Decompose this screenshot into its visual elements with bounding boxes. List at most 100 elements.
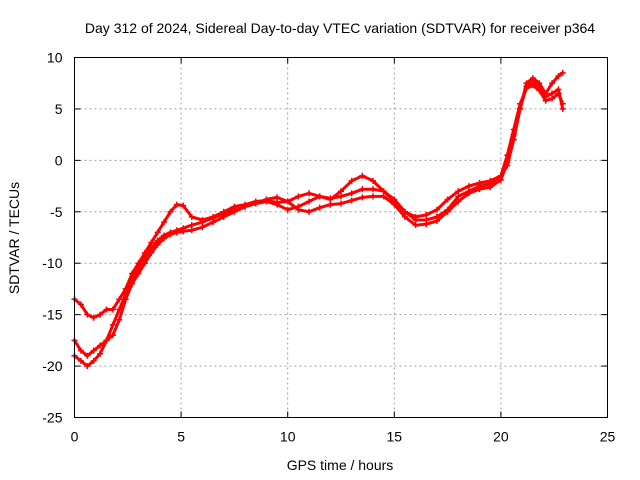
data-point-marker	[97, 342, 104, 349]
data-point-marker	[199, 224, 206, 231]
y-tick-label: 10	[47, 50, 63, 66]
data-point-marker	[252, 200, 259, 207]
data-point-marker	[549, 90, 556, 97]
data-point-marker	[77, 301, 84, 308]
data-point-marker	[487, 184, 494, 191]
data-point-marker	[559, 105, 566, 112]
data-point-marker	[327, 195, 334, 202]
data-point-marker	[180, 228, 187, 235]
data-point-marker	[338, 188, 344, 195]
data-point-marker	[116, 296, 123, 303]
data-point-marker	[455, 188, 462, 195]
data-point-marker	[555, 73, 562, 80]
series-line	[73, 83, 565, 358]
data-point-marker	[199, 219, 206, 226]
data-point-marker	[306, 190, 313, 197]
data-point-marker	[148, 249, 155, 256]
data-point-marker	[327, 201, 334, 208]
data-point-marker	[359, 194, 366, 201]
data-point-marker	[306, 208, 313, 215]
data-point-marker	[316, 193, 323, 200]
y-tick-label: 5	[55, 101, 63, 117]
data-point-marker	[129, 280, 136, 287]
y-axis-label: SDTVAR / TECUs	[6, 182, 22, 294]
data-point-marker	[549, 95, 556, 102]
data-point-marker	[180, 202, 187, 209]
data-point-marker	[549, 80, 556, 87]
data-point-marker	[109, 332, 116, 339]
data-point-marker	[161, 235, 168, 242]
data-point-marker	[274, 201, 281, 208]
x-tick-label: 0	[71, 429, 79, 445]
data-point-marker	[559, 69, 566, 76]
data-point-marker	[135, 270, 142, 277]
data-point-marker	[476, 186, 483, 193]
y-tick-label: 0	[55, 152, 63, 168]
data-point-marker	[173, 201, 180, 208]
data-point-marker	[433, 206, 440, 213]
data-point-marker	[295, 206, 302, 213]
data-point-marker	[97, 350, 104, 357]
series-line	[73, 80, 565, 368]
data-point-marker	[401, 208, 408, 215]
data-point-marker	[455, 198, 462, 205]
data-point-marker	[497, 176, 504, 183]
data-point-marker	[188, 222, 195, 229]
data-point-marker	[148, 239, 155, 246]
y-tick-labels: -25 -20 -15 -10 -5 0 5 10	[42, 50, 62, 426]
data-point-marker	[391, 196, 398, 203]
data-point-marker	[369, 186, 376, 193]
data-point-marker	[359, 172, 366, 179]
data-point-marker	[154, 241, 161, 248]
y-tick-label: -5	[50, 204, 63, 220]
data-point-marker	[348, 190, 355, 197]
data-point-marker	[465, 190, 472, 197]
data-point-marker	[536, 83, 543, 90]
grid-lines	[74, 57, 608, 418]
data-point-marker	[148, 244, 155, 251]
data-point-marker	[188, 227, 195, 234]
x-tick-label: 10	[280, 429, 296, 445]
x-tick-label: 25	[600, 429, 616, 445]
data-point-marker	[103, 337, 110, 344]
data-point-marker	[109, 321, 116, 328]
data-point-marker	[90, 314, 97, 321]
data-point-marker	[84, 311, 91, 318]
data-point-marker	[423, 211, 430, 218]
data-point-marker	[188, 213, 195, 220]
y-tick-label: -10	[42, 255, 62, 271]
data-point-marker	[284, 206, 291, 213]
data-point-marker	[348, 177, 355, 184]
series-track-2	[71, 82, 566, 359]
y-tick-label: -25	[42, 410, 62, 426]
x-axis-label: GPS time / hours	[287, 457, 394, 473]
data-point-marker	[84, 363, 91, 370]
data-point-marker	[348, 197, 355, 204]
data-point-marker	[504, 159, 511, 166]
data-point-marker	[161, 219, 168, 226]
data-point-marker	[263, 196, 270, 203]
data-point-marker	[122, 296, 129, 303]
data-point-marker	[306, 198, 313, 205]
x-tick-label: 15	[387, 429, 403, 445]
data-point-marker	[141, 260, 148, 267]
data-point-marker	[154, 229, 161, 236]
data-point-marker	[274, 194, 281, 201]
data-point-marker	[231, 208, 238, 215]
data-point-marker	[412, 222, 419, 229]
data-point-marker	[391, 201, 398, 208]
data-point-marker	[84, 352, 91, 359]
data-point-marker	[338, 193, 344, 200]
data-point-marker	[116, 316, 123, 323]
x-tick-labels: 0 5 10 15 20 25	[71, 429, 616, 445]
data-point-marker	[242, 203, 249, 210]
data-point-marker	[90, 357, 97, 364]
x-tick-label: 5	[177, 429, 185, 445]
data-point-marker	[523, 83, 530, 90]
data-point-marker	[380, 193, 387, 200]
data-point-marker	[77, 357, 84, 364]
data-point-marker	[167, 208, 174, 215]
data-point-marker	[423, 221, 430, 228]
data-point-marker	[103, 306, 110, 313]
